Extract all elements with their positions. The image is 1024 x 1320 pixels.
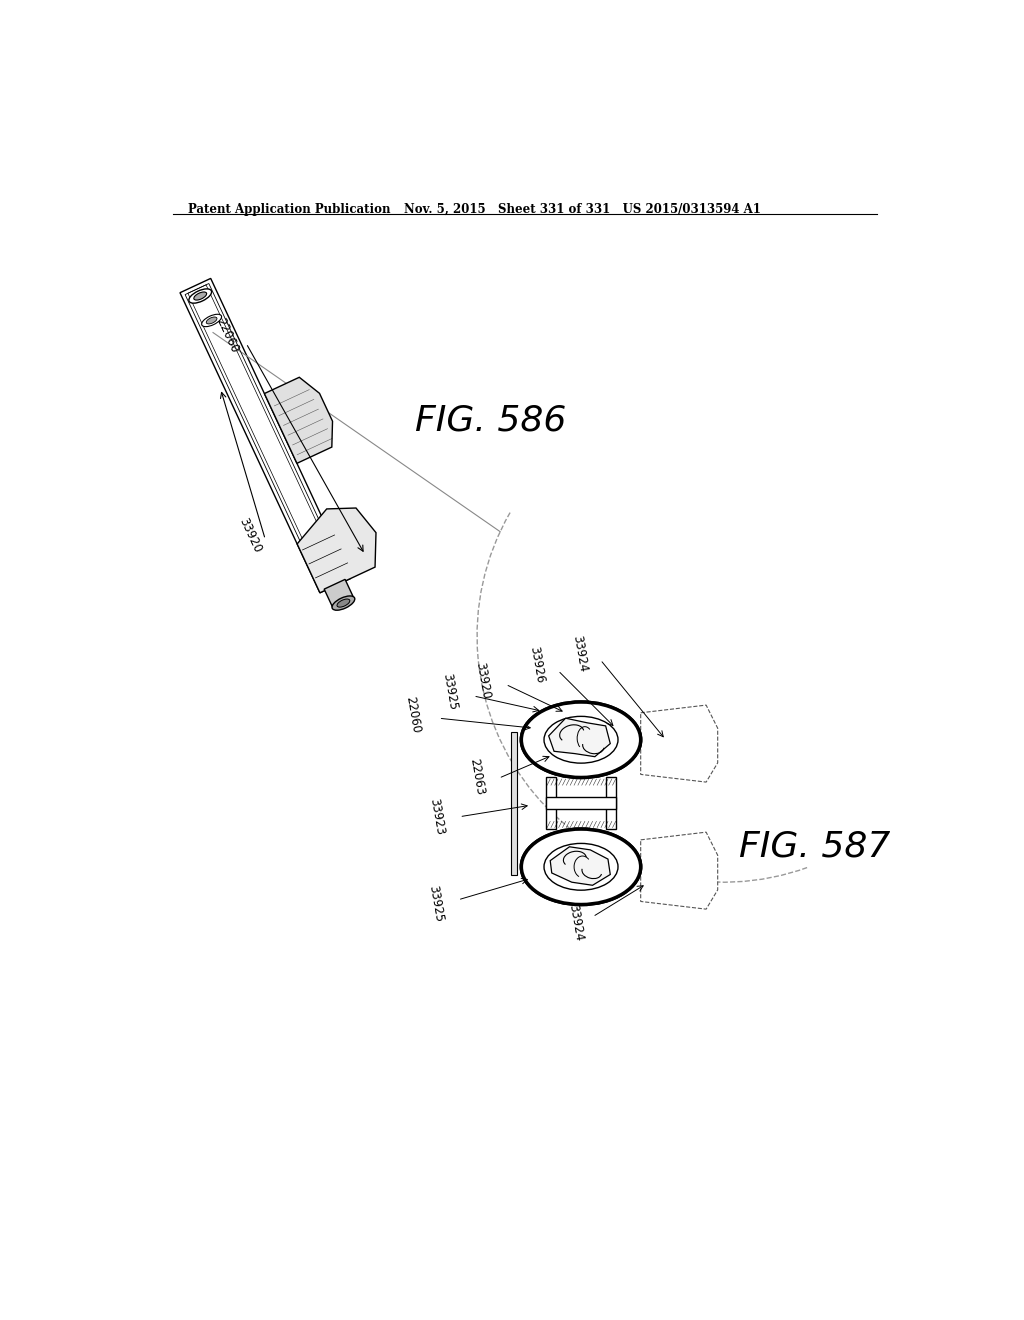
Text: 33926: 33926	[527, 645, 547, 685]
Polygon shape	[549, 718, 610, 756]
Text: FIG. 587: FIG. 587	[739, 829, 890, 863]
Bar	[546, 777, 556, 829]
Text: 22060: 22060	[403, 694, 423, 734]
Polygon shape	[325, 579, 354, 609]
Ellipse shape	[544, 843, 618, 890]
Ellipse shape	[202, 314, 221, 326]
Polygon shape	[550, 847, 610, 886]
Ellipse shape	[521, 829, 641, 904]
Polygon shape	[180, 279, 350, 593]
Ellipse shape	[337, 599, 350, 607]
Text: 33925: 33925	[440, 673, 460, 711]
Text: 33920: 33920	[473, 661, 493, 700]
Polygon shape	[264, 378, 333, 463]
Ellipse shape	[194, 292, 207, 300]
Polygon shape	[641, 705, 718, 781]
Text: 22060: 22060	[213, 315, 241, 355]
Ellipse shape	[544, 717, 618, 763]
Ellipse shape	[188, 289, 212, 304]
Bar	[546, 797, 616, 809]
Text: 33924: 33924	[566, 903, 586, 942]
Text: Patent Application Publication: Patent Application Publication	[188, 203, 391, 216]
Ellipse shape	[206, 317, 217, 323]
Text: FIG. 586: FIG. 586	[416, 403, 567, 437]
Bar	[605, 777, 616, 829]
Polygon shape	[297, 508, 376, 593]
Ellipse shape	[521, 702, 641, 777]
Text: 22063: 22063	[467, 758, 486, 796]
Polygon shape	[641, 832, 718, 909]
Text: Nov. 5, 2015   Sheet 331 of 331   US 2015/0313594 A1: Nov. 5, 2015 Sheet 331 of 331 US 2015/03…	[403, 203, 761, 216]
Text: 33924: 33924	[569, 634, 589, 673]
Text: 33925: 33925	[427, 884, 445, 923]
Text: 33923: 33923	[427, 797, 446, 836]
Ellipse shape	[332, 595, 354, 610]
Polygon shape	[511, 733, 517, 875]
Text: 33920: 33920	[237, 516, 263, 556]
